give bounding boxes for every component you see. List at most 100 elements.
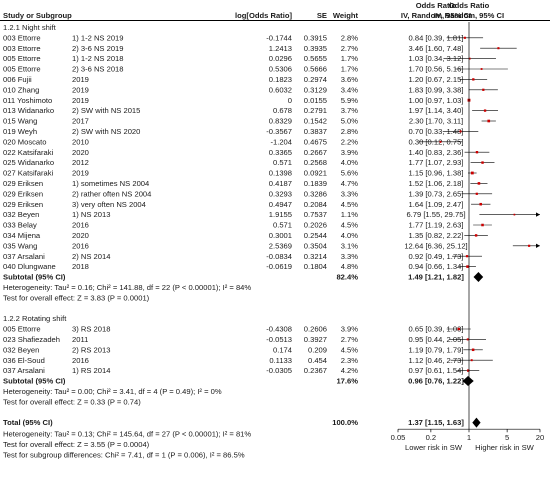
header-logor-label: log[Odds Ratio] xyxy=(235,11,292,20)
g0-study-14-se: 0.1839 xyxy=(304,179,327,188)
g0-study-22-subgroup: 2018 xyxy=(72,262,89,271)
g0-study-6-weight: 5.9% xyxy=(341,96,359,105)
g1-study-4-name: 037 Arsalani xyxy=(3,366,45,375)
header-ci-label: IV, Random, 95% CI xyxy=(401,11,471,20)
g1-study-3-marker xyxy=(470,359,473,362)
g0-study-12-marker xyxy=(481,161,484,164)
g0-study-14-marker xyxy=(477,182,481,185)
g1-study-4-se: 0.2367 xyxy=(304,366,327,375)
group-subtotal-label-0: Subtotal (95% CI) xyxy=(3,273,66,282)
g0-study-0-subgroup: 1) 1-2 NS 2019 xyxy=(72,33,124,42)
g1-study-2-name: 032 Beyen xyxy=(3,345,39,354)
g0-study-3-name: 005 Ettorre xyxy=(3,65,41,74)
g1-study-4-marker xyxy=(467,369,470,372)
g1-study-4-subgroup: 1) RS 2014 xyxy=(72,366,110,375)
g0-study-20-name: 035 Wang xyxy=(3,241,37,250)
g0-study-7-name: 013 Widanarko xyxy=(3,106,54,115)
g0-study-17-weight: 1.1% xyxy=(341,210,359,219)
group-1-stat-1: Test for overall effect: Z = 0.33 (P = 0… xyxy=(3,397,141,406)
g0-study-13-name: 027 Katsifaraki xyxy=(3,169,54,178)
g0-study-8-name: 015 Wang xyxy=(3,117,37,126)
group-0-stat-0: Heterogeneity: Tau² = 0.16; Chi² = 141.8… xyxy=(3,283,251,292)
g0-study-2-logor: 0.0296 xyxy=(269,54,292,63)
g0-study-10-weight: 2.2% xyxy=(341,137,359,146)
g0-study-9-weight: 2.8% xyxy=(341,127,359,136)
axis-label-higher-risk: Higher risk in SW xyxy=(475,443,534,452)
header-se-label: SE xyxy=(317,11,327,20)
g0-study-16-ci: 1.64 [1.09, 2.47] xyxy=(409,200,464,209)
g0-study-0-name: 003 Ettorre xyxy=(3,33,41,42)
g0-study-11-subgroup: 2020 xyxy=(72,148,89,157)
g0-study-22-ci: 0.94 [0.66, 1.34] xyxy=(409,262,464,271)
g0-study-22-name: 040 Dlungwane xyxy=(3,262,56,271)
g0-study-4-logor: 0.1823 xyxy=(269,75,292,84)
g1-study-3-name: 036 El-Soud xyxy=(3,356,45,365)
g0-study-20-se: 0.3504 xyxy=(304,241,327,250)
g0-study-7-subgroup: 2) SW with NS 2015 xyxy=(72,106,140,115)
g0-study-4-name: 006 Fujii xyxy=(3,75,32,84)
group-1-stat-0: Heterogeneity: Tau² = 0.00; Chi² = 3.41,… xyxy=(3,387,222,396)
g0-study-8-subgroup: 2017 xyxy=(72,117,89,126)
g0-study-17-ci-arrow-right xyxy=(536,212,540,217)
g0-study-6-ci: 1.00 [0.97, 1.03] xyxy=(409,96,464,105)
g0-study-11-marker xyxy=(475,151,479,154)
header-odds-ratio-title: Odds Ratio xyxy=(416,1,457,10)
g0-study-13-logor: 0.1398 xyxy=(269,169,292,178)
g0-study-10-se: 0.4675 xyxy=(304,137,327,146)
g0-study-12-se: 0.2568 xyxy=(304,158,327,167)
g1-study-2-marker xyxy=(471,348,475,352)
g0-study-14-weight: 4.7% xyxy=(341,179,359,188)
g0-study-21-se: 0.3214 xyxy=(304,252,327,261)
g0-study-3-weight: 1.7% xyxy=(341,65,359,74)
g1-study-1-subgroup: 2011 xyxy=(72,335,88,344)
g0-study-13-ci: 1.15 [0.96, 1.38] xyxy=(409,169,464,178)
g1-study-0-subgroup: 3) RS 2018 xyxy=(72,325,110,334)
g0-study-5-name: 010 Zhang xyxy=(3,85,39,94)
g0-study-13-weight: 5.6% xyxy=(341,169,359,178)
g1-study-1-marker xyxy=(466,338,469,341)
g0-study-10-name: 020 Moscato xyxy=(3,137,46,146)
g0-study-1-logor: 1.2413 xyxy=(269,44,292,53)
g1-study-1-name: 023 Shafiezadeh xyxy=(3,335,60,344)
g0-study-16-marker xyxy=(479,202,482,206)
g0-study-4-weight: 3.6% xyxy=(341,75,359,84)
g0-study-21-ci: 0.92 [0.49, 1.73] xyxy=(409,252,464,261)
g1-study-3-ci: 1.12 [0.46, 2.73] xyxy=(409,356,464,365)
g0-study-20-logor: 2.5369 xyxy=(269,241,292,250)
g0-study-19-se: 0.2544 xyxy=(304,231,327,240)
g0-study-7-weight: 3.7% xyxy=(341,106,359,115)
g0-study-22-se: 0.1804 xyxy=(304,262,327,271)
g0-study-6-logor: 0 xyxy=(288,96,292,105)
g0-study-18-weight: 4.5% xyxy=(341,221,359,230)
g0-study-18-name: 033 Belay xyxy=(3,221,37,230)
group-subtotal-ci-1: 0.96 [0.76, 1.22] xyxy=(408,377,464,386)
g0-study-0-weight: 2.8% xyxy=(341,33,359,42)
x-tick-label-4: 20 xyxy=(536,433,544,442)
g0-study-10-subgroup: 2010 xyxy=(72,137,89,146)
group-subtotal-1-diamond xyxy=(462,376,474,386)
footer-stat-1: Test for overall effect: Z = 3.55 (P = 0… xyxy=(3,440,150,449)
g0-study-17-marker xyxy=(513,213,516,216)
group-subtotal-weight-1: 17.6% xyxy=(336,377,358,386)
g0-study-15-subgroup: 2) rather often NS 2004 xyxy=(72,189,151,198)
g0-study-14-ci: 1.52 [1.06, 2.18] xyxy=(409,179,464,188)
footer-stat-0: Heterogeneity: Tau² = 0.13; Chi² = 145.6… xyxy=(3,430,251,439)
g0-study-20-subgroup: 2016 xyxy=(72,241,89,250)
group-subtotal-label-1: Subtotal (95% CI) xyxy=(3,377,66,386)
g1-study-0-marker xyxy=(457,327,460,331)
g0-study-17-se: 0.7537 xyxy=(304,210,327,219)
g0-study-3-marker xyxy=(480,68,483,70)
g1-study-0-se: 0.2606 xyxy=(304,325,327,334)
g1-study-3-weight: 2.3% xyxy=(341,356,359,365)
g0-study-18-logor: 0.571 xyxy=(273,221,292,230)
g0-study-13-marker xyxy=(470,171,474,175)
g0-study-12-logor: 0.571 xyxy=(273,158,292,167)
g1-study-0-logor: -0.4308 xyxy=(266,325,292,334)
g0-study-16-weight: 4.5% xyxy=(341,200,359,209)
g0-study-19-subgroup: 2020 xyxy=(72,231,89,240)
g1-study-1-weight: 2.7% xyxy=(341,335,359,344)
g0-study-3-se: 0.5666 xyxy=(304,65,327,74)
g1-study-1-logor: -0.0513 xyxy=(266,335,292,344)
g0-study-2-name: 005 Ettorre xyxy=(3,54,41,63)
total-weight: 100.0% xyxy=(332,418,358,427)
